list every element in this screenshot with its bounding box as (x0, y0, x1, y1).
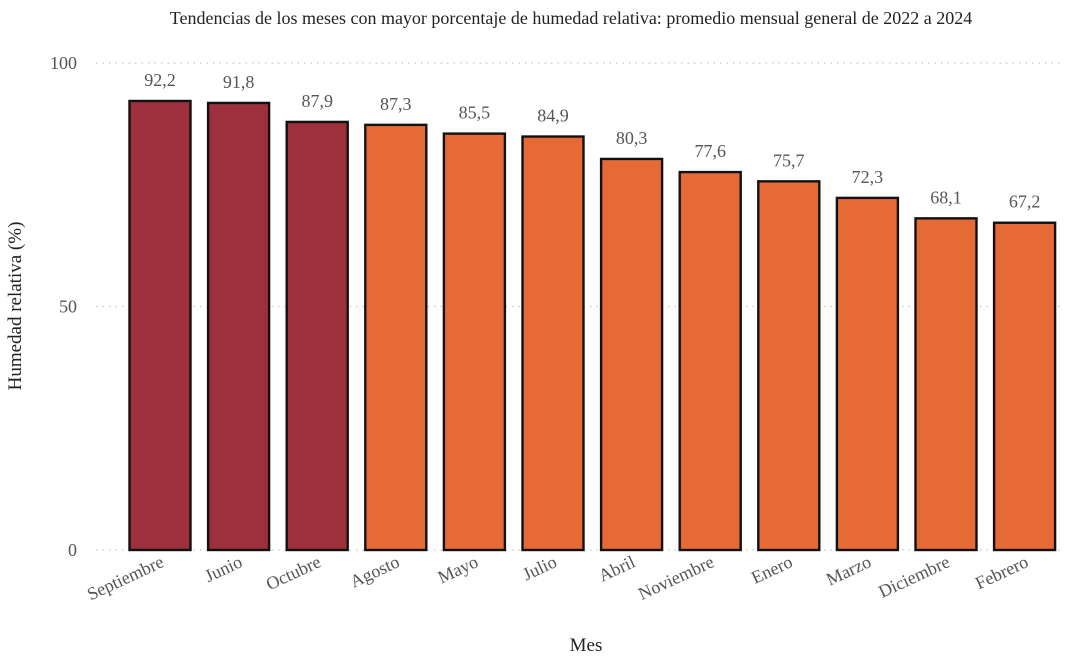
data-label-enero: 75,7 (773, 150, 805, 170)
x-tick-label-agosto: Agosto (347, 551, 403, 591)
data-label-noviembre: 77,6 (694, 141, 726, 161)
bar-agosto (364, 123, 428, 552)
x-tick-label-diciembre: Diciembre (875, 551, 952, 601)
gridlines (96, 62, 1064, 551)
x-axis-title: Mes (570, 635, 603, 656)
chart-title: Tendencias de los meses con mayor porcen… (170, 8, 972, 28)
data-label-agosto: 87,3 (380, 94, 412, 114)
bar-enero (757, 180, 821, 552)
x-tick-label-febrero: Febrero (972, 551, 1031, 593)
bar-diciembre (914, 217, 978, 552)
y-tick-label: 0 (68, 540, 77, 560)
x-tick-label-octubre: Octubre (263, 551, 324, 594)
y-tick-label: 50 (59, 297, 77, 317)
x-tick-label-marzo: Marzo (823, 551, 874, 589)
x-tick-label-julio: Julio (520, 551, 560, 584)
x-tick-label-mayo: Mayo (435, 551, 482, 587)
x-tick-label-enero: Enero (748, 551, 795, 587)
x-tick-label-noviembre: Noviembre (635, 551, 717, 603)
data-label-septiembre: 92,2 (144, 70, 176, 90)
data-labels: 92,2 91,8 87,9 87,3 85,5 84,9 80,3 77,6 75,7 72,3… (144, 70, 1040, 212)
bar-junio (206, 101, 271, 552)
data-label-mayo: 85,5 (459, 103, 491, 123)
data-label-marzo: 72,3 (852, 167, 884, 187)
x-tick-label-junio: Junio (201, 551, 245, 586)
bar-marzo (835, 196, 900, 552)
data-label-abril: 80,3 (616, 128, 648, 148)
y-axis-title: Humedad relativa (%) (5, 222, 26, 391)
bar-octubre (285, 120, 349, 552)
bars (128, 99, 1057, 552)
bar-noviembre (678, 170, 742, 552)
bar-julio (521, 135, 585, 552)
y-axis-ticks: 0 50 100 (50, 53, 77, 560)
bar-abril (599, 157, 664, 552)
bar-febrero (992, 221, 1057, 552)
y-tick-label: 100 (50, 53, 77, 73)
x-tick-label-septiembre: Septiembre (84, 551, 167, 604)
data-label-febrero: 67,2 (1009, 192, 1041, 212)
bar-septiembre (128, 99, 192, 552)
data-label-junio: 91,8 (223, 72, 255, 92)
data-label-julio: 84,9 (537, 106, 569, 126)
data-label-octubre: 87,9 (301, 91, 333, 111)
x-axis-ticks: Septiembre Junio Octubre Agosto Mayo Julio Abr… (84, 551, 1031, 604)
data-label-diciembre: 68,1 (930, 187, 962, 207)
bar-mayo (442, 132, 507, 552)
x-tick-label-abril: Abril (595, 551, 638, 585)
